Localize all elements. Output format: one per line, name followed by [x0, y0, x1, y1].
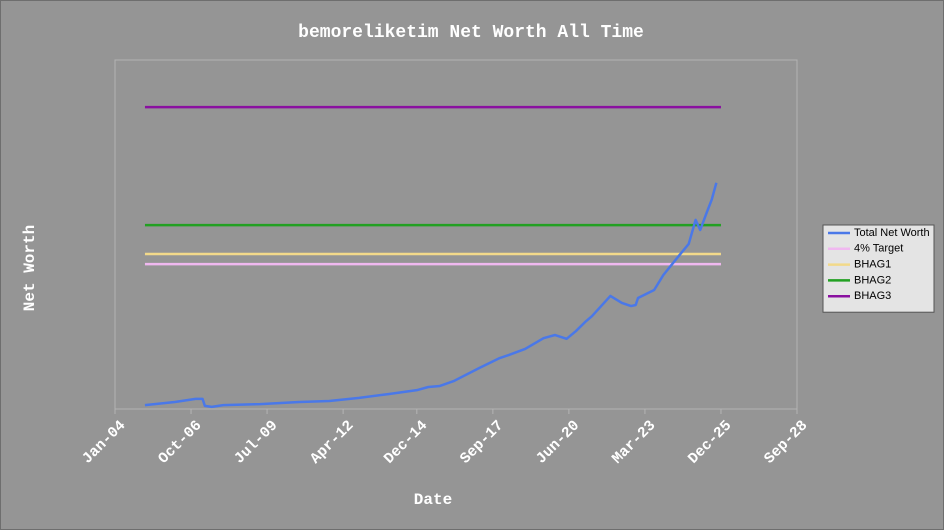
series-line: [144, 182, 718, 409]
legend-label: 4% Target: [854, 243, 903, 255]
chart-title: bemoreliketim Net Worth All Time: [298, 23, 644, 43]
legend-label: BHAG1: [854, 259, 891, 271]
x-axis-label: Date: [414, 491, 452, 509]
legend-label: BHAG3: [854, 290, 891, 302]
y-axis-label: Net Worth: [21, 225, 39, 311]
legend-label: Total Net Worth: [854, 227, 930, 239]
legend-box: [822, 224, 935, 313]
legend-label: BHAG2: [854, 274, 891, 286]
